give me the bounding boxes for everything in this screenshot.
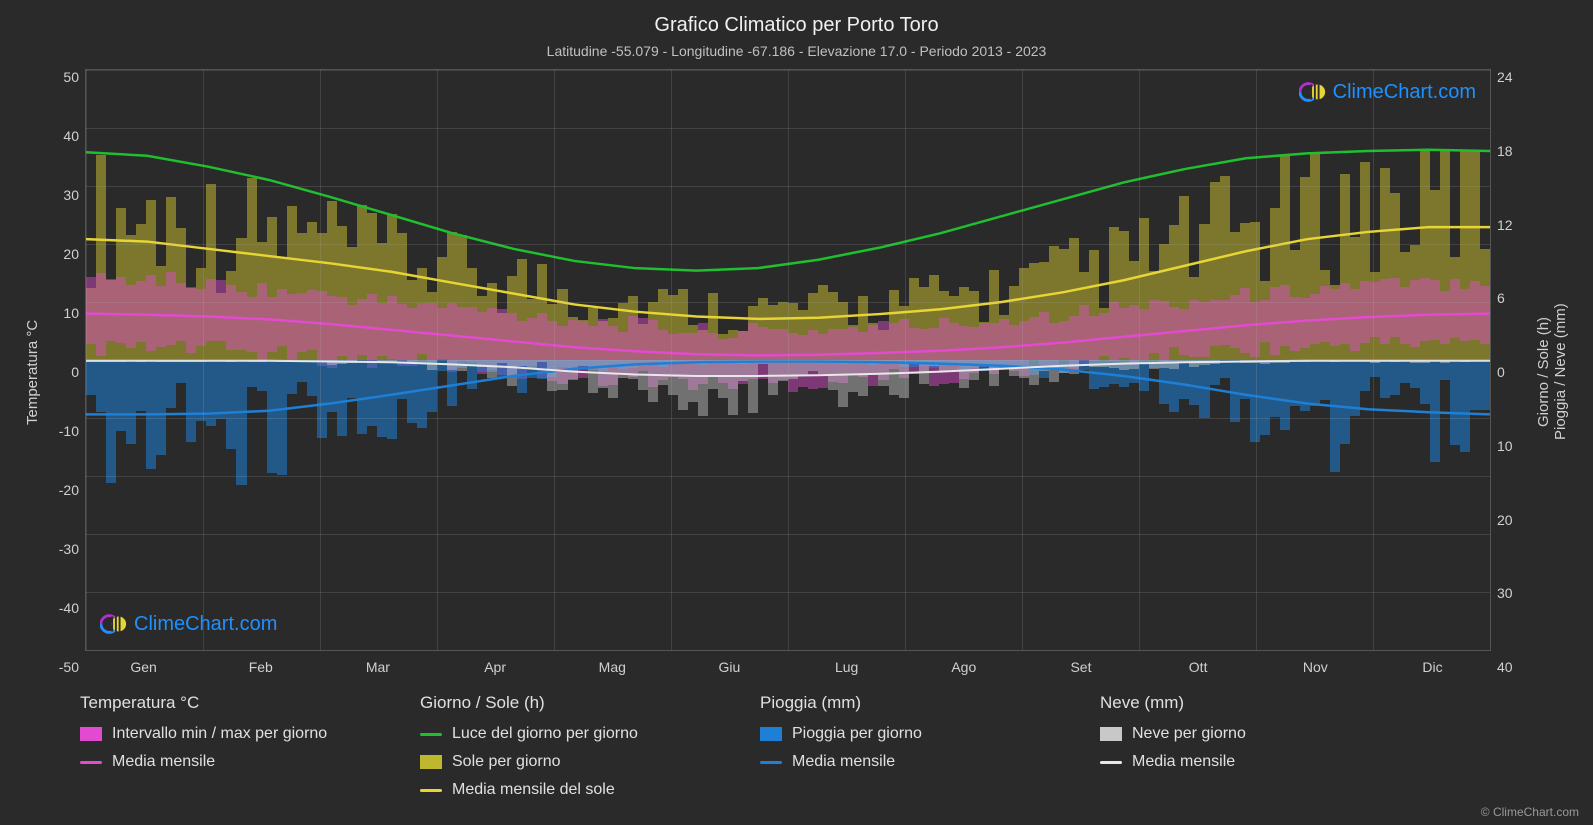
legend-item: Neve per giorno xyxy=(1100,725,1400,743)
x-tick-month: Apr xyxy=(437,659,554,675)
x-tick-month: Feb xyxy=(202,659,319,675)
y-axis-right-labels: Giorno / Sole (h) Pioggia / Neve (mm) xyxy=(1531,69,1573,675)
legend-label: Media mensile del sole xyxy=(452,781,615,799)
legend-swatch xyxy=(1100,727,1122,741)
legend-swatch xyxy=(80,727,102,741)
legend-item: Media mensile xyxy=(1100,753,1400,771)
x-axis-months: GenFebMarAprMagGiuLugAgoSetOttNovDic xyxy=(85,659,1491,675)
legend-label: Neve per giorno xyxy=(1132,725,1246,743)
y-right-tick: 6 xyxy=(1497,290,1525,306)
legend-group: Pioggia (mm) Pioggia per giorno Media mens… xyxy=(760,693,1060,809)
y-left-tick: 40 xyxy=(51,128,79,144)
plot-column: ClimeChart.com ClimeChart.com xyxy=(85,69,1491,675)
y-right-tick: 12 xyxy=(1497,217,1525,233)
y-left-tick: -30 xyxy=(51,541,79,557)
y-left-tick: 30 xyxy=(51,187,79,203)
y-right-tick: 30 xyxy=(1497,585,1525,601)
legend-group-title: Temperatura °C xyxy=(80,693,380,713)
legend-swatch xyxy=(420,733,442,736)
legend-label: Pioggia per giorno xyxy=(792,725,922,743)
x-tick-month: Dic xyxy=(1374,659,1491,675)
legend-item: Intervallo min / max per giorno xyxy=(80,725,380,743)
y-left-tick: 0 xyxy=(51,364,79,380)
y-right-tick: 0 xyxy=(1497,364,1525,380)
y-axis-left-label: Temperatura °C xyxy=(20,69,45,675)
x-tick-month: Gen xyxy=(85,659,202,675)
y-left-tick: 20 xyxy=(51,246,79,262)
y-left-tick: -50 xyxy=(51,659,79,675)
legend: Temperatura °C Intervallo min / max per g… xyxy=(20,675,1573,815)
y-axis-left-ticks: 50 40 30 20 10 0 -10 -20 -30 -40 -50 xyxy=(45,69,85,675)
legend-swatch xyxy=(420,755,442,769)
y-axis-right-top-label: Giorno / Sole (h) xyxy=(1535,317,1552,427)
copyright-text: © ClimeChart.com xyxy=(1481,805,1579,819)
x-tick-month: Giu xyxy=(671,659,788,675)
x-tick-month: Ago xyxy=(905,659,1022,675)
y-right-tick: 20 xyxy=(1497,512,1525,528)
legend-group-title: Pioggia (mm) xyxy=(760,693,1060,713)
chart-title: Grafico Climatico per Porto Toro xyxy=(20,14,1573,37)
y-right-tick: 24 xyxy=(1497,69,1525,85)
legend-swatch xyxy=(760,727,782,741)
y-axis-right-ticks: 24 18 12 6 0 10 20 30 40 xyxy=(1491,69,1531,675)
legend-swatch xyxy=(1100,761,1122,764)
y-left-tick: 50 xyxy=(51,69,79,85)
legend-label: Media mensile xyxy=(792,753,895,771)
chart-subtitle: Latitudine -55.079 - Longitudine -67.186… xyxy=(20,43,1573,59)
legend-label: Media mensile xyxy=(112,753,215,771)
x-tick-month: Lug xyxy=(788,659,905,675)
legend-group: Temperatura °C Intervallo min / max per g… xyxy=(80,693,380,809)
legend-group-title: Giorno / Sole (h) xyxy=(420,693,720,713)
y-left-tick: -20 xyxy=(51,482,79,498)
legend-swatch xyxy=(80,761,102,764)
legend-item: Pioggia per giorno xyxy=(760,725,1060,743)
legend-label: Intervallo min / max per giorno xyxy=(112,725,327,743)
legend-item: Luce del giorno per giorno xyxy=(420,725,720,743)
x-tick-month: Mar xyxy=(319,659,436,675)
y-left-tick: 10 xyxy=(51,305,79,321)
x-tick-month: Set xyxy=(1022,659,1139,675)
legend-group: Neve (mm) Neve per giorno Media mensile xyxy=(1100,693,1400,809)
legend-swatch xyxy=(420,789,442,792)
climate-chart-container: Grafico Climatico per Porto Toro Latitud… xyxy=(0,0,1593,825)
plot-area: ClimeChart.com ClimeChart.com xyxy=(85,69,1491,651)
y-right-tick: 10 xyxy=(1497,438,1525,454)
chart-body: Temperatura °C 50 40 30 20 10 0 -10 -20 -30 -40 -5… xyxy=(20,69,1573,675)
y-axis-right-bottom-label: Pioggia / Neve (mm) xyxy=(1552,304,1569,441)
legend-group-title: Neve (mm) xyxy=(1100,693,1400,713)
legend-label: Media mensile xyxy=(1132,753,1235,771)
legend-group: Giorno / Sole (h) Luce del giorno per gio… xyxy=(420,693,720,809)
y-left-tick: -40 xyxy=(51,600,79,616)
x-tick-month: Nov xyxy=(1257,659,1374,675)
legend-item: Media mensile xyxy=(80,753,380,771)
y-right-tick: 40 xyxy=(1497,659,1525,675)
legend-swatch xyxy=(760,761,782,764)
y-right-tick: 18 xyxy=(1497,143,1525,159)
legend-item: Media mensile del sole xyxy=(420,781,720,799)
legend-item: Media mensile xyxy=(760,753,1060,771)
x-tick-month: Mag xyxy=(554,659,671,675)
legend-item: Sole per giorno xyxy=(420,753,720,771)
x-tick-month: Ott xyxy=(1140,659,1257,675)
legend-label: Luce del giorno per giorno xyxy=(452,725,638,743)
legend-label: Sole per giorno xyxy=(452,753,561,771)
y-left-tick: -10 xyxy=(51,423,79,439)
